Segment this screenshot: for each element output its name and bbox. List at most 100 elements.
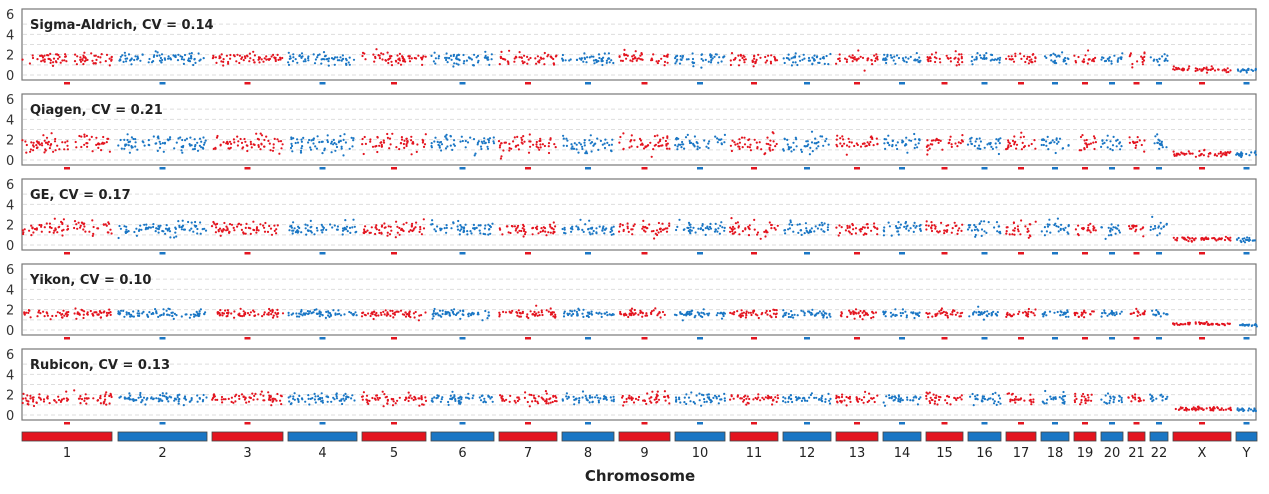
data-point: [279, 56, 282, 59]
data-point: [394, 236, 397, 239]
data-point: [1045, 140, 1048, 143]
data-point: [150, 312, 153, 316]
data-point: [415, 221, 418, 224]
data-point: [30, 141, 33, 144]
data-point: [139, 224, 142, 227]
data-point: [424, 396, 427, 399]
data-point: [753, 55, 756, 58]
data-point: [479, 232, 482, 235]
data-point: [792, 230, 795, 233]
data-point: [1190, 239, 1193, 242]
data-point: [422, 227, 426, 230]
data-point: [230, 396, 233, 399]
data-point: [136, 56, 139, 59]
data-point: [828, 312, 831, 315]
data-point: [408, 313, 411, 316]
data-point: [918, 56, 921, 59]
data-point: [1021, 141, 1024, 144]
data-point: [1005, 57, 1008, 60]
data-point: [664, 399, 667, 402]
data-point: [1030, 403, 1033, 406]
data-point: [342, 154, 345, 157]
data-point: [685, 58, 689, 61]
data-point: [381, 390, 384, 393]
data-point: [232, 54, 235, 57]
data-point: [1066, 309, 1069, 312]
centromere-mark: [525, 82, 531, 85]
data-point: [258, 61, 261, 64]
data-point: [514, 229, 517, 232]
data-point: [786, 138, 789, 141]
data-point: [732, 397, 735, 400]
data-point: [424, 399, 428, 402]
data-point: [1080, 149, 1083, 152]
data-point: [655, 397, 658, 400]
data-point: [242, 59, 245, 62]
data-point: [1133, 141, 1136, 144]
data-point: [235, 60, 238, 63]
data-point: [703, 400, 706, 404]
data-point: [598, 225, 601, 228]
data-point: [262, 313, 266, 316]
centromere-mark: [319, 167, 326, 170]
data-point: [43, 151, 46, 154]
data-point: [561, 227, 564, 231]
data-point: [274, 59, 277, 63]
data-point: [374, 55, 377, 58]
data-point: [639, 311, 642, 314]
data-point: [303, 313, 307, 316]
data-point: [887, 141, 890, 145]
data-point: [806, 399, 809, 402]
data-point: [347, 61, 350, 64]
data-point: [449, 397, 452, 400]
data-point: [479, 399, 483, 402]
data-point: [367, 402, 370, 405]
data-point: [445, 56, 448, 60]
data-point: [609, 396, 612, 399]
data-point: [811, 56, 814, 59]
data-point: [487, 314, 491, 317]
data-point: [764, 61, 767, 64]
data-point: [57, 395, 60, 398]
data-point: [1029, 393, 1032, 396]
data-point: [398, 57, 401, 60]
data-point: [1198, 68, 1201, 71]
data-point: [500, 142, 503, 145]
data-point: [196, 394, 199, 397]
data-point: [450, 227, 453, 230]
data-point: [585, 152, 589, 155]
data-point: [1118, 141, 1122, 144]
data-point: [655, 229, 659, 232]
data-point: [435, 397, 438, 400]
data-point: [825, 54, 828, 58]
data-point: [782, 314, 785, 317]
data-point: [80, 145, 83, 149]
data-point: [872, 396, 875, 400]
data-point: [676, 148, 679, 151]
data-point: [629, 59, 632, 62]
data-point: [214, 231, 217, 234]
centromere-mark: [854, 252, 860, 255]
data-point: [785, 311, 788, 314]
data-point: [656, 314, 659, 317]
data-point: [486, 317, 489, 320]
data-point: [749, 149, 753, 152]
data-point: [472, 64, 475, 67]
data-point: [162, 313, 165, 316]
data-point: [119, 138, 122, 142]
data-point: [452, 65, 455, 68]
data-point: [1187, 150, 1190, 153]
data-point: [369, 140, 372, 143]
data-point: [188, 229, 191, 232]
data-point: [577, 401, 581, 404]
data-point: [790, 397, 793, 400]
centromere-mark: [981, 337, 988, 340]
data-point: [631, 233, 634, 236]
data-point: [601, 63, 604, 67]
data-point: [693, 402, 697, 405]
data-point: [307, 397, 310, 400]
data-point: [181, 55, 184, 59]
data-point: [757, 396, 760, 399]
data-point: [125, 228, 128, 231]
